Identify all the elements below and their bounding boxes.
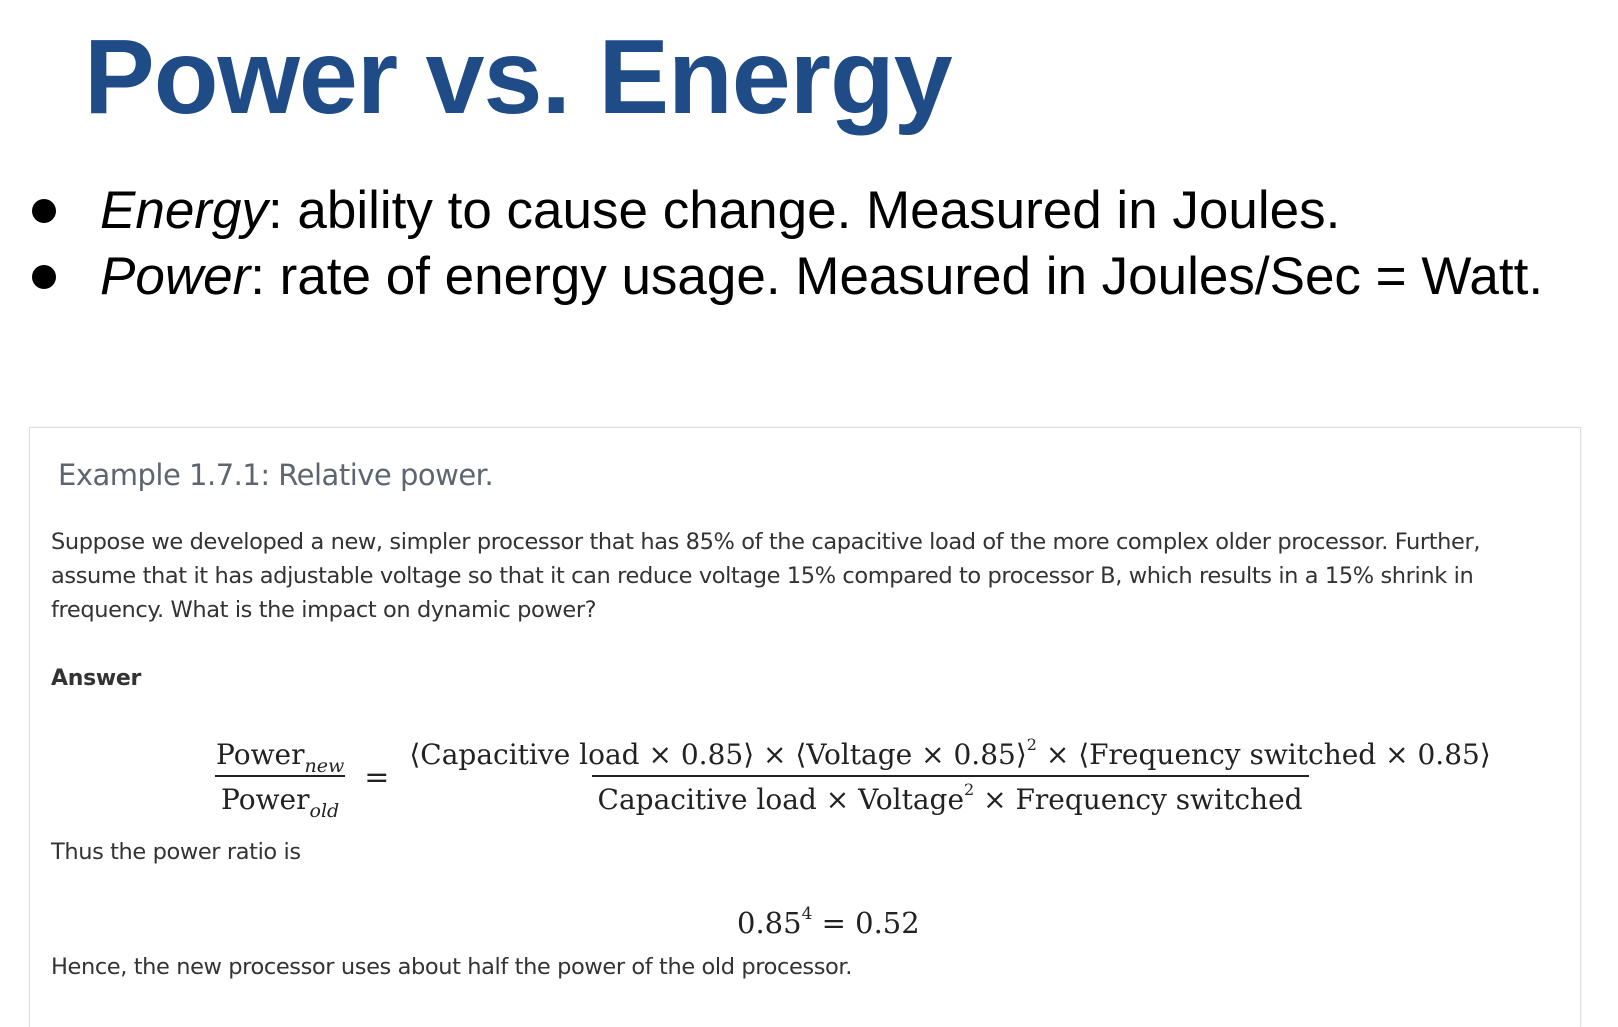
lhs-den-subscript: old: [309, 800, 340, 822]
example-box: Example 1.7.1: Relative power. Suppose w…: [29, 427, 1581, 1027]
rhs-num-b: × ⟨Frequency switched × 0.85⟩: [1036, 738, 1491, 771]
bullet-dot-icon: [32, 265, 56, 289]
bullet-text: : ability to cause change. Measured in J…: [267, 181, 1341, 240]
lhs-num-subscript: new: [304, 755, 345, 777]
lhs-denominator: Powerold: [215, 775, 346, 822]
answer-label: Answer: [51, 666, 142, 691]
bullet-term: Energy: [100, 181, 268, 240]
example-title: Example 1.7.1: Relative power.: [58, 458, 494, 492]
bullet-text: : rate of energy usage. Measured in Joul…: [250, 247, 1544, 306]
example-body: Suppose we developed a new, simpler proc…: [51, 529, 1481, 623]
rhs-denominator: Capacitive load × Voltage2 × Frequency s…: [591, 775, 1309, 816]
result-equation: 0.854 = 0.52: [737, 904, 920, 940]
rhs-num-exponent: 2: [1026, 735, 1037, 754]
bullet-dot-icon: [32, 199, 56, 223]
result-rest: = 0.52: [812, 906, 920, 940]
lhs-numerator: Powernew: [210, 738, 350, 777]
slide-title: Power vs. Energy: [84, 18, 953, 136]
bullet-energy: Energy: ability to cause change. Measure…: [26, 178, 1543, 244]
rhs-fraction: ⟨Capacitive load × 0.85⟩ × ⟨Voltage × 0.…: [403, 735, 1496, 816]
equals-sign: =: [364, 759, 390, 795]
power-ratio-equation: Powernew Powerold = ⟨Capacitive load × 0…: [210, 735, 1497, 822]
bullet-term: Power: [100, 247, 251, 306]
lhs-num-text: Power: [216, 738, 305, 771]
lhs-den-text: Power: [221, 783, 310, 816]
bullet-list: Energy: ability to cause change. Measure…: [26, 178, 1543, 310]
result-base: 0.85: [737, 906, 802, 940]
rhs-den-exponent: 2: [964, 780, 975, 799]
rhs-num-a: ⟨Capacitive load × 0.85⟩ × ⟨Voltage × 0.…: [409, 738, 1027, 771]
rhs-den-a: Capacitive load × Voltage: [597, 783, 965, 816]
conclusion-text: Hence, the new processor uses about half…: [51, 954, 852, 980]
rhs-den-b: × Frequency switched: [974, 783, 1303, 816]
bullet-power: Power: rate of energy usage. Measured in…: [26, 244, 1543, 310]
result-exponent: 4: [801, 904, 813, 924]
rhs-numerator: ⟨Capacitive load × 0.85⟩ × ⟨Voltage × 0.…: [403, 735, 1496, 775]
ratio-intro: Thus the power ratio is: [51, 839, 301, 865]
lhs-fraction: Powernew Powerold: [210, 738, 350, 822]
